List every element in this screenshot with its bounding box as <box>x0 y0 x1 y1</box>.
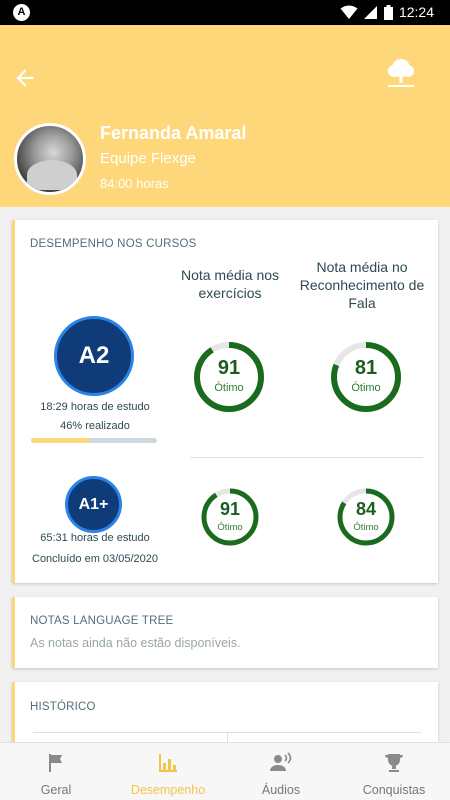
language-tree-card: NOTAS LANGUAGE TREE As notas ainda não e… <box>12 597 438 668</box>
clock: 12:24 <box>398 4 434 20</box>
language-tree-logo-icon <box>388 59 414 87</box>
tab-label: Geral <box>40 783 72 797</box>
tab-label: Conquistas <box>362 783 426 797</box>
tab-conquistas[interactable]: Conquistas <box>338 743 450 800</box>
avatar <box>14 123 86 195</box>
course-status-a2: 46% realizado <box>60 420 130 432</box>
level-badge-a1-plus[interactable]: A1+ <box>65 476 122 533</box>
tab-geral[interactable]: Geral <box>0 743 112 800</box>
profile-header: Fernanda Amaral Equipe Flexge 84:00 hora… <box>0 25 450 207</box>
speech-rating-a1-plus: Ótimo <box>353 522 379 533</box>
performance-title: DESEMPENHO NOS CURSOS <box>30 238 197 250</box>
tab-audios[interactable]: Áudios <box>225 743 337 800</box>
bottom-tab-bar: Geral Desempenho Áudios Conquistas <box>0 742 450 800</box>
exercise-score-a1-plus: 91 <box>219 499 241 519</box>
tab-desempenho[interactable]: Desempenho <box>112 743 224 800</box>
user-team: Equipe Flexge <box>100 150 196 167</box>
user-name: Fernanda Amaral <box>100 123 247 143</box>
battery-icon <box>384 5 393 20</box>
speech-score-gauge-a2: 81 Ótimo <box>330 341 402 413</box>
exercise-rating-a2: Ótimo <box>214 382 244 394</box>
speech-rating-a2: Ótimo <box>351 382 381 394</box>
exercise-score-gauge-a1-plus: 91 Ótimo <box>200 487 260 547</box>
language-tree-title: NOTAS LANGUAGE TREE <box>30 615 174 627</box>
exercise-score-header: Nota média nos exercícios <box>180 267 280 301</box>
trophy-icon <box>385 754 403 772</box>
user-hours: 84:00 horas <box>100 176 169 191</box>
status-bar: A 12:24 <box>0 0 450 25</box>
speaking-person-icon <box>270 752 292 771</box>
study-hours-a2: 18:29 horas de estudo <box>40 401 150 413</box>
exercise-score-gauge-a2: 91 Ótimo <box>193 341 265 413</box>
level-badge-a2[interactable]: A2 <box>54 316 134 396</box>
signal-icon <box>364 6 377 19</box>
history-title: HISTÓRICO <box>30 701 96 713</box>
speech-score-a1-plus: 84 <box>355 499 377 519</box>
speech-score-a2: 81 <box>354 357 378 379</box>
language-tree-message: As notas ainda não estão disponíveis. <box>30 636 241 650</box>
speech-score-header: Nota média no Reconhecimento de Fala <box>299 259 425 311</box>
exercise-rating-a1-plus: Ótimo <box>217 522 243 533</box>
back-arrow-icon[interactable] <box>12 65 38 91</box>
tab-label: Áudios <box>261 783 301 797</box>
flag-icon <box>49 754 62 772</box>
performance-card: DESEMPENHO NOS CURSOS Nota média nos exe… <box>12 220 438 583</box>
progress-bar-a2 <box>31 438 157 443</box>
tab-label: Desempenho <box>130 783 206 797</box>
study-hours-a1-plus: 65:31 horas de estudo <box>40 532 150 544</box>
bar-chart-icon <box>159 754 177 772</box>
exercise-score-a2: 91 <box>217 357 241 379</box>
course-divider <box>190 457 423 458</box>
course-status-a1-plus: Concluído em 03/05/2020 <box>32 553 158 565</box>
app-notification-icon: A <box>13 4 30 21</box>
wifi-icon <box>340 5 358 19</box>
speech-score-gauge-a1-plus: 84 Ótimo <box>336 487 396 547</box>
